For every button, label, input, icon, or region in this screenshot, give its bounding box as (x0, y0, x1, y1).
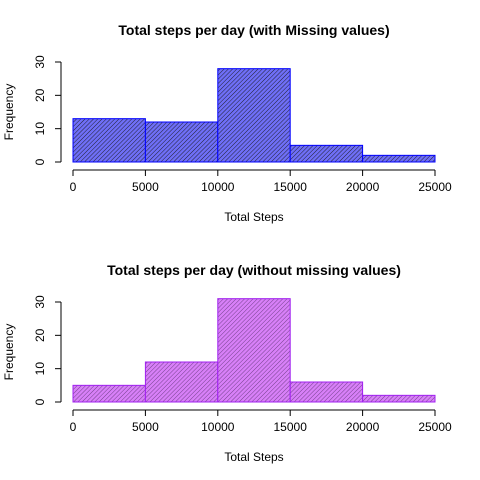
histogram-bar (144, 361, 219, 403)
x-tick-label: 10000 (201, 180, 235, 194)
y-tick-label: 20 (33, 88, 47, 102)
chart-title: Total steps per day (without missing val… (107, 262, 401, 278)
y-tick-label: 30 (33, 295, 47, 309)
y-axis: 0 10 20 30 (33, 295, 62, 405)
x-tick-label: 10000 (201, 420, 235, 434)
x-tick-label: 0 (70, 420, 77, 434)
x-tick-label: 20000 (346, 180, 380, 194)
x-tick-label: 15000 (274, 420, 308, 434)
y-tick-label: 10 (33, 122, 47, 136)
x-axis-label: Total Steps (224, 210, 283, 224)
histogram-bar (362, 154, 436, 163)
x-axis: 0 5000 10000 15000 20000 25000 (70, 169, 452, 194)
histogram-bar (72, 384, 146, 403)
x-tick-label: 0 (70, 180, 77, 194)
x-tick-label: 15000 (274, 180, 308, 194)
histogram-bar (217, 68, 291, 163)
histogram-bar (72, 118, 146, 163)
y-axis-label: Frequency (2, 84, 16, 141)
histogram-bar (289, 381, 364, 403)
chart-title: Total steps per day (with Missing values… (118, 22, 389, 38)
histogram-bar (289, 144, 364, 163)
histogram-with-missing: Total steps per day (with Missing values… (2, 22, 452, 224)
x-tick-label: 25000 (418, 180, 452, 194)
x-tick-label: 5000 (132, 420, 159, 434)
histogram-bar (144, 121, 219, 163)
x-tick-label: 20000 (346, 420, 380, 434)
x-tick-label: 5000 (132, 180, 159, 194)
x-axis: 0 5000 10000 15000 20000 25000 (70, 409, 452, 434)
bars (72, 298, 436, 403)
y-tick-label: 20 (33, 328, 47, 342)
histogram-without-missing: Total steps per day (without missing val… (2, 262, 452, 464)
x-tick-label: 25000 (418, 420, 452, 434)
bars (72, 68, 436, 163)
y-tick-label: 0 (33, 158, 47, 165)
histogram-bar (217, 298, 291, 403)
y-tick-label: 10 (33, 362, 47, 376)
y-axis: 0 10 20 30 (33, 55, 62, 165)
y-axis-label: Frequency (2, 324, 16, 381)
histogram-bar (362, 394, 436, 403)
y-tick-label: 0 (33, 398, 47, 405)
y-tick-label: 30 (33, 55, 47, 69)
x-axis-label: Total Steps (224, 450, 283, 464)
